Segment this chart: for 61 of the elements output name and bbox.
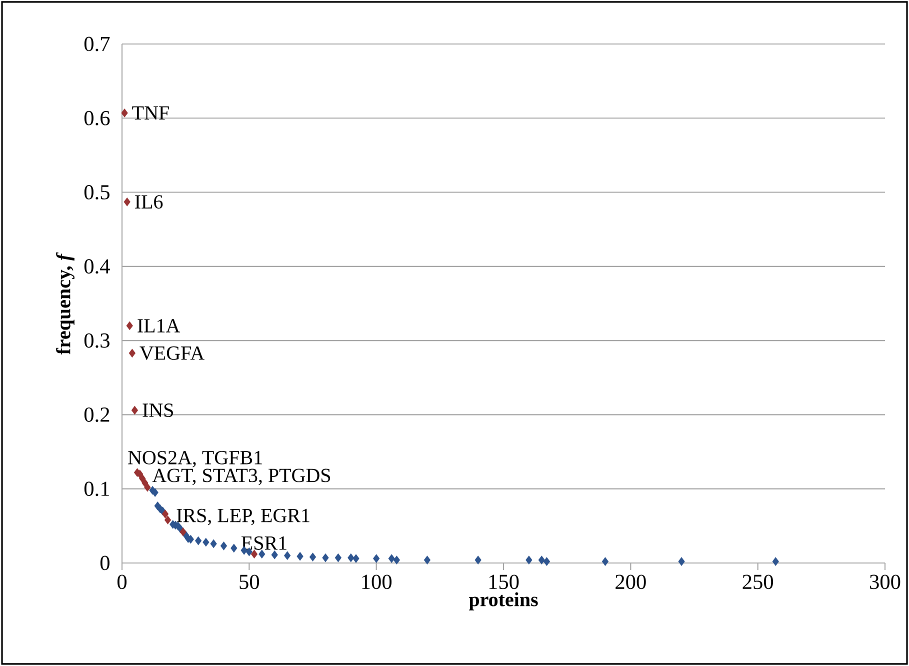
point [128, 348, 136, 358]
y-tick-label: 0.7 [84, 36, 110, 52]
point [271, 550, 278, 560]
point [250, 550, 258, 558]
point [210, 539, 217, 548]
point [180, 528, 186, 536]
y-tick-label: 0.4 [84, 259, 110, 274]
point [284, 551, 291, 560]
point [678, 557, 685, 566]
point [144, 483, 151, 492]
y-tick-label: 0.3 [84, 333, 110, 348]
y-tick-label: 0.5 [84, 185, 110, 200]
point [322, 554, 329, 562]
x-tick-label: 150 [489, 574, 519, 590]
x-axis-title: proteins [468, 592, 538, 610]
point [334, 554, 342, 562]
point [602, 557, 609, 566]
point [126, 321, 133, 330]
point [388, 554, 395, 563]
point [296, 552, 304, 561]
point [772, 557, 779, 566]
point [526, 556, 532, 564]
x-tick-label: 100 [362, 574, 392, 590]
x-tick-label: 200 [616, 574, 646, 590]
point [230, 544, 238, 552]
point [348, 554, 354, 562]
annotation: NOS2A, TGFB1 [128, 450, 262, 468]
point [538, 556, 545, 564]
annotation: INS [142, 404, 173, 417]
point [352, 554, 360, 563]
y-tick-label: 0.1 [84, 482, 110, 496]
point [195, 536, 202, 546]
point [220, 542, 228, 550]
point [309, 552, 316, 562]
annotation: ESR1 [242, 536, 286, 550]
annotation: IL1A [138, 319, 180, 332]
annotation: IL6 [135, 195, 163, 209]
point [474, 556, 482, 564]
point [121, 108, 128, 118]
point [258, 550, 266, 558]
annotation: VEGFA [140, 346, 204, 360]
y-tick-label: 0.2 [84, 407, 110, 422]
x-tick-label: 300 [870, 574, 900, 590]
x-tick-label: 50 [240, 574, 260, 590]
point [162, 510, 169, 518]
point [393, 556, 400, 564]
x-tick-label: 250 [742, 574, 774, 590]
x-tick-label: 0 [117, 574, 127, 590]
annotation: AGT, STAT3, PTGDS [152, 468, 330, 486]
point [373, 554, 380, 563]
point [131, 406, 138, 415]
annotation: TNF [132, 106, 169, 120]
point [124, 198, 130, 206]
point [543, 557, 550, 566]
point [202, 538, 210, 546]
y-tick-label: 0.6 [84, 110, 110, 126]
point [424, 556, 430, 564]
annotation: IRS, LEP, EGR1 [176, 508, 310, 526]
point [164, 516, 172, 524]
y-tick-label: 0 [100, 556, 110, 570]
y-axis-title: frequency, f [56, 252, 74, 355]
